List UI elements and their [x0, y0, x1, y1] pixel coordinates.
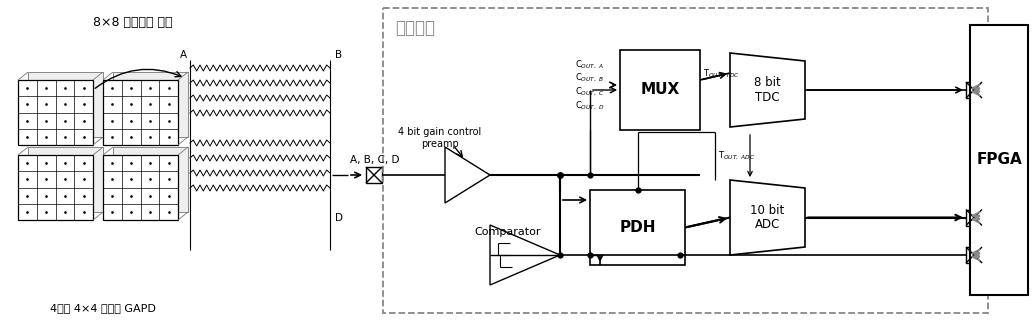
Text: A: A: [180, 50, 186, 60]
Text: 8 bit
TDC: 8 bit TDC: [754, 76, 781, 104]
Bar: [966, 210, 982, 225]
Text: C$_{OUT,\ D}$: C$_{OUT,\ D}$: [575, 100, 605, 112]
Text: MUX: MUX: [640, 82, 679, 98]
Text: C$_{OUT,\ A}$: C$_{OUT,\ A}$: [575, 59, 604, 71]
Bar: [28, 72, 103, 137]
Text: 4개의 4×4 배열형 GAPD: 4개의 4×4 배열형 GAPD: [50, 303, 156, 313]
Bar: [966, 82, 982, 98]
Text: C$_{OUT,\ C}$: C$_{OUT,\ C}$: [575, 86, 605, 98]
Text: A, B, C, D: A, B, C, D: [349, 155, 399, 165]
Text: 집적회로: 집적회로: [395, 19, 435, 37]
Bar: [383, 8, 989, 313]
Text: B: B: [335, 50, 342, 60]
FancyArrowPatch shape: [95, 69, 181, 88]
Text: 8×8 맹시로직 회로: 8×8 맹시로직 회로: [93, 16, 173, 28]
Text: 10 bit
ADC: 10 bit ADC: [751, 203, 785, 232]
Text: T$_{OUT,\ TDC}$: T$_{OUT,\ TDC}$: [703, 68, 739, 80]
Bar: [18, 80, 93, 145]
Text: Comparator: Comparator: [475, 227, 541, 237]
Bar: [103, 80, 178, 145]
Text: 4 bit gain control
preamp: 4 bit gain control preamp: [398, 127, 482, 149]
Text: PDH: PDH: [619, 220, 656, 235]
Bar: [366, 167, 382, 183]
Text: FPGA: FPGA: [976, 152, 1022, 168]
Bar: [970, 25, 1028, 295]
Bar: [590, 190, 685, 265]
Bar: [113, 72, 188, 137]
Text: T$_{OUT,\ ADC}$: T$_{OUT,\ ADC}$: [718, 150, 755, 162]
Text: D: D: [335, 213, 343, 223]
Bar: [113, 147, 188, 212]
Bar: [966, 247, 982, 263]
Text: C$_{OUT,\ B}$: C$_{OUT,\ B}$: [575, 72, 604, 84]
Bar: [28, 147, 103, 212]
Bar: [18, 155, 93, 220]
Bar: [103, 155, 178, 220]
Bar: [620, 50, 700, 130]
